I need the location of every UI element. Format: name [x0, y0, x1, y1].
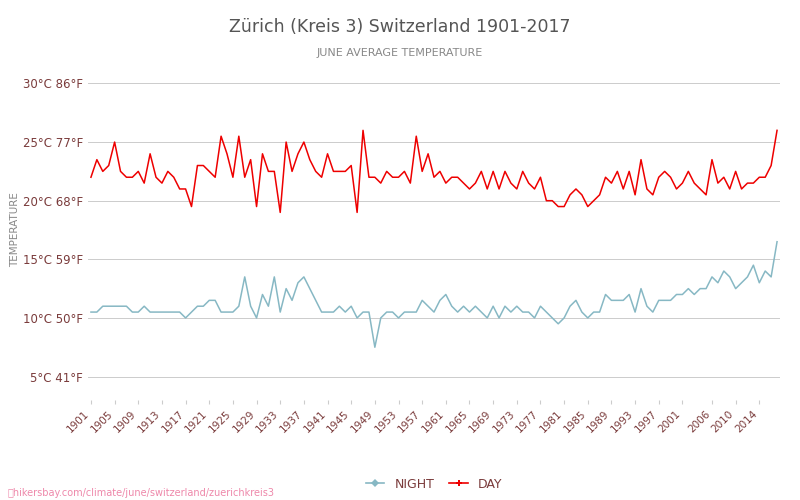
Legend: NIGHT, DAY: NIGHT, DAY	[361, 472, 507, 496]
Text: Zürich (Kreis 3) Switzerland 1901-2017: Zürich (Kreis 3) Switzerland 1901-2017	[230, 18, 570, 36]
Y-axis label: TEMPERATURE: TEMPERATURE	[10, 192, 20, 268]
Text: JUNE AVERAGE TEMPERATURE: JUNE AVERAGE TEMPERATURE	[317, 48, 483, 58]
Text: 📍hikersbay.com/climate/june/switzerland/zuerichkreis3: 📍hikersbay.com/climate/june/switzerland/…	[8, 488, 275, 498]
